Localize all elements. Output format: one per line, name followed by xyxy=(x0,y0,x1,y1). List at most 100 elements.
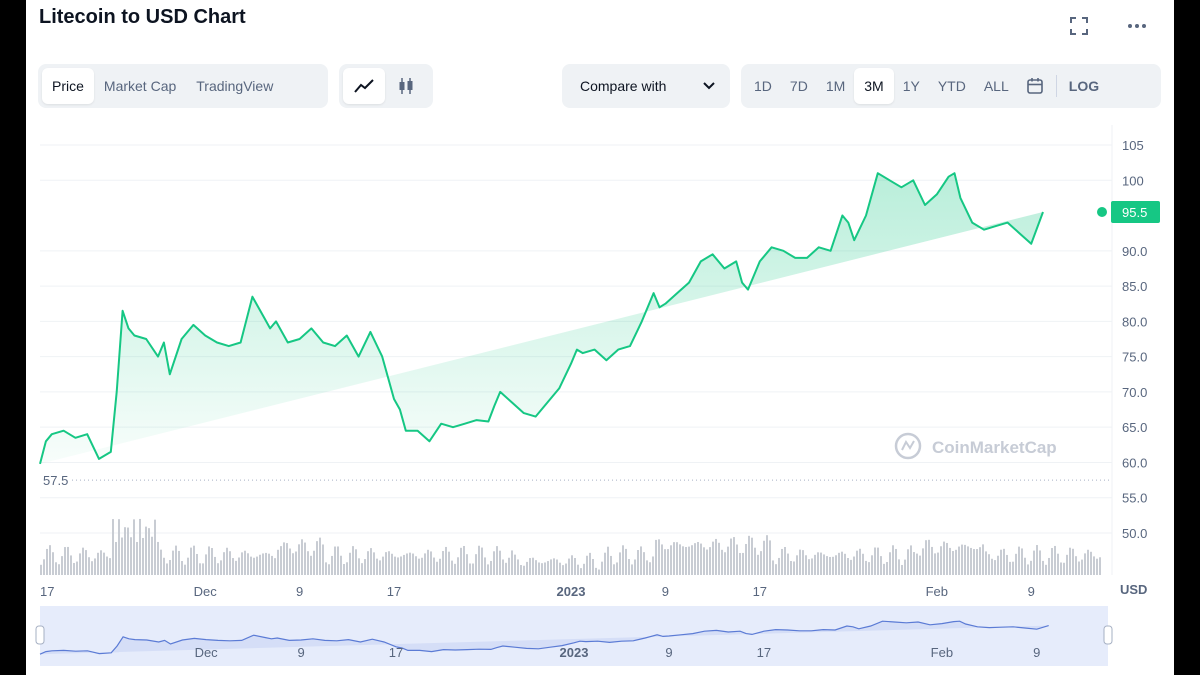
volume-bar xyxy=(67,546,69,575)
volume-bar xyxy=(730,538,732,575)
volume-bar xyxy=(997,555,999,575)
volume-bar xyxy=(535,560,537,575)
volume-bar xyxy=(181,561,183,575)
volume-bar xyxy=(367,551,369,575)
volume-bar xyxy=(412,553,414,575)
volume-bar xyxy=(331,555,333,575)
volume-bar xyxy=(148,528,150,575)
log-toggle[interactable]: LOG xyxy=(1068,78,1100,94)
volume-bar xyxy=(100,550,102,575)
volume-bar xyxy=(667,549,669,575)
line-chart-icon[interactable] xyxy=(343,68,385,104)
volume-bar xyxy=(391,553,393,575)
volume-bar xyxy=(223,552,225,575)
volume-bar xyxy=(481,547,483,575)
volume-bar xyxy=(298,544,300,575)
chart-panel: Litecoin to USD Chart Price Market Cap T… xyxy=(26,0,1174,675)
volume-bar xyxy=(1003,548,1005,575)
candlestick-icon[interactable] xyxy=(385,68,427,104)
x-tick-label: 9 xyxy=(662,584,669,599)
volume-bar xyxy=(1045,564,1047,575)
range-7d[interactable]: 7D xyxy=(789,78,808,94)
more-dots-icon[interactable] xyxy=(1125,14,1149,38)
volume-bar xyxy=(634,559,636,575)
range-navigator[interactable]: Dec 9 17 2023 9 17 Feb 9 xyxy=(35,606,1113,666)
volume-bar xyxy=(772,560,774,575)
volume-bar xyxy=(388,551,390,575)
volume-bar xyxy=(931,546,933,575)
volume-bar xyxy=(562,565,564,575)
view-tabs: Price Market Cap TradingView xyxy=(38,64,328,108)
volume-bar xyxy=(604,552,606,575)
volume-bar xyxy=(1069,547,1071,575)
range-ytd[interactable]: YTD xyxy=(937,78,966,94)
volume-bar xyxy=(358,558,360,575)
compare-with-dropdown[interactable]: Compare with xyxy=(562,64,730,108)
range-3m[interactable]: 3M xyxy=(854,68,894,104)
navigator-line xyxy=(39,620,1049,655)
volume-bar xyxy=(823,554,825,575)
volume-bar xyxy=(655,539,657,575)
volume-bar xyxy=(379,560,381,575)
volume-bar xyxy=(115,541,117,575)
volume-bar xyxy=(880,556,882,575)
volume-bar xyxy=(751,537,753,575)
volume-bar xyxy=(847,558,849,575)
range-divider xyxy=(1055,75,1057,97)
volume-bar xyxy=(139,518,141,575)
navigator-tick-label: 17 xyxy=(389,645,403,660)
watermark: CoinMarketCap xyxy=(894,432,1057,460)
volume-bar xyxy=(1009,561,1011,575)
y-tick-label: 105 xyxy=(1122,138,1144,153)
calendar-icon[interactable] xyxy=(1018,68,1052,104)
volume-bar xyxy=(856,550,858,575)
volume-bar xyxy=(73,562,75,575)
tab-market-cap[interactable]: Market Cap xyxy=(103,78,177,94)
volume-bar xyxy=(394,556,396,575)
range-1m[interactable]: 1M xyxy=(825,78,846,94)
volume-bar xyxy=(319,537,321,575)
volume-bar xyxy=(796,555,798,575)
volume-bar xyxy=(409,552,411,575)
volume-bar xyxy=(868,562,870,575)
volume-bar xyxy=(946,542,948,575)
volume-bar xyxy=(529,558,531,575)
tab-price[interactable]: Price xyxy=(42,68,94,104)
volume-bar xyxy=(310,555,312,575)
volume-bar xyxy=(778,557,780,575)
volume-bar xyxy=(352,546,354,575)
navigator-handle[interactable] xyxy=(1103,625,1113,645)
volume-bar xyxy=(985,551,987,575)
volume-bar xyxy=(118,519,120,575)
volume-bar xyxy=(589,552,591,575)
volume-bar xyxy=(256,556,258,575)
volume-bar xyxy=(874,547,876,575)
volume-bar xyxy=(709,547,711,575)
tab-tradingview[interactable]: TradingView xyxy=(196,78,274,94)
volume-bar xyxy=(547,561,549,575)
volume-bar xyxy=(427,549,429,575)
fullscreen-icon[interactable] xyxy=(1067,14,1091,38)
volume-bar xyxy=(277,549,279,575)
range-all[interactable]: ALL xyxy=(983,78,1009,94)
volume-bar xyxy=(274,558,276,575)
range-tabs: 1D 7D 1M 3M 1Y YTD ALL LOG xyxy=(741,64,1161,108)
navigator-handle[interactable] xyxy=(35,625,45,645)
volume-bar xyxy=(688,546,690,575)
volume-bar xyxy=(295,551,297,575)
y-tick-label: 70.0 xyxy=(1122,385,1147,400)
range-1y[interactable]: 1Y xyxy=(902,78,920,94)
volume-bar xyxy=(76,561,78,575)
volume-bar xyxy=(568,558,570,575)
volume-bar xyxy=(145,526,147,575)
volume-bar xyxy=(712,541,714,575)
volume-bar xyxy=(586,555,588,575)
volume-bar xyxy=(565,563,567,575)
volume-bar xyxy=(304,542,306,575)
range-1d[interactable]: 1D xyxy=(754,78,772,94)
volume-bar xyxy=(121,537,123,575)
volume-bar xyxy=(187,557,189,575)
volume-bar xyxy=(196,553,198,575)
y-tick-label: 90.0 xyxy=(1122,244,1147,259)
volume-bar xyxy=(211,548,213,575)
